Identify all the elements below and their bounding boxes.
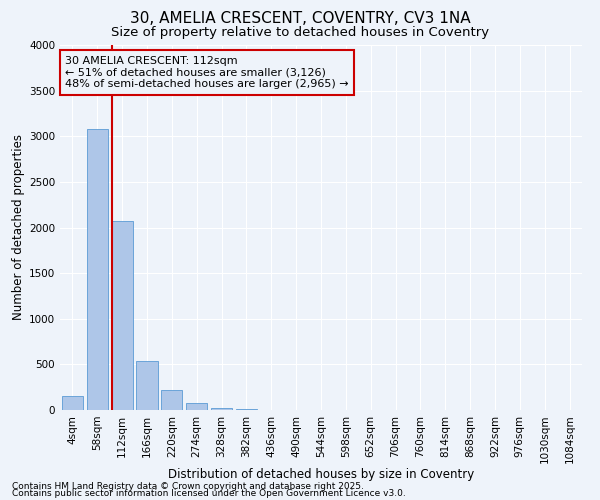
Bar bbox=[62, 396, 83, 410]
Bar bbox=[161, 390, 182, 410]
Text: 30, AMELIA CRESCENT, COVENTRY, CV3 1NA: 30, AMELIA CRESCENT, COVENTRY, CV3 1NA bbox=[130, 11, 470, 26]
Bar bbox=[211, 408, 232, 410]
Bar bbox=[236, 409, 257, 410]
Bar bbox=[186, 403, 207, 410]
X-axis label: Distribution of detached houses by size in Coventry: Distribution of detached houses by size … bbox=[168, 468, 474, 480]
Text: Contains public sector information licensed under the Open Government Licence v3: Contains public sector information licen… bbox=[12, 490, 406, 498]
Y-axis label: Number of detached properties: Number of detached properties bbox=[12, 134, 25, 320]
Bar bbox=[112, 221, 133, 410]
Bar bbox=[87, 129, 108, 410]
Bar bbox=[136, 360, 158, 410]
Text: 30 AMELIA CRESCENT: 112sqm
← 51% of detached houses are smaller (3,126)
48% of s: 30 AMELIA CRESCENT: 112sqm ← 51% of deta… bbox=[65, 56, 349, 89]
Text: Contains HM Land Registry data © Crown copyright and database right 2025.: Contains HM Land Registry data © Crown c… bbox=[12, 482, 364, 491]
Text: Size of property relative to detached houses in Coventry: Size of property relative to detached ho… bbox=[111, 26, 489, 39]
